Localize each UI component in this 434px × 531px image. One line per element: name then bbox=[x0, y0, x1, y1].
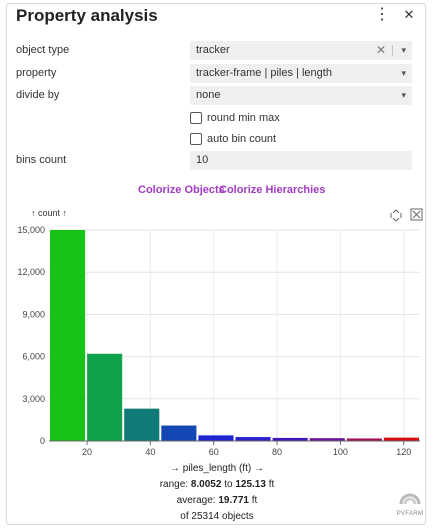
round-min-max-checkbox[interactable]: round min max bbox=[190, 111, 280, 125]
range-min: 8.0052 bbox=[190, 479, 222, 490]
divide-by-label: divide by bbox=[16, 89, 60, 101]
x-tick-label: 60 bbox=[209, 447, 219, 457]
y-tick-label: 15,000 bbox=[17, 225, 45, 235]
separator bbox=[392, 45, 393, 56]
checkbox-box[interactable] bbox=[190, 112, 202, 125]
range-summary: range: 8.0052 to 125.13 ft bbox=[0, 479, 434, 490]
colorize-hierarchies-link[interactable]: Colorize Hierarchies bbox=[219, 184, 326, 196]
histogram-bar[interactable] bbox=[346, 438, 382, 441]
fullscreen-icon[interactable] bbox=[410, 208, 423, 221]
y-axis-label: ↑ count ↑ bbox=[31, 208, 67, 218]
range-unit: ft bbox=[268, 479, 275, 490]
histogram-bar[interactable] bbox=[198, 435, 234, 441]
count-summary: of 25314 objects bbox=[180, 511, 254, 522]
average-value: 19.771 bbox=[218, 495, 249, 506]
x-tick-label: 80 bbox=[272, 447, 282, 457]
histogram-bar[interactable] bbox=[235, 437, 271, 441]
range-max: 125.13 bbox=[235, 479, 266, 490]
histogram-bar[interactable] bbox=[50, 230, 86, 441]
chevron-down-icon[interactable]: ▾ bbox=[401, 68, 406, 78]
chevron-down-icon[interactable]: ▾ bbox=[401, 45, 406, 55]
range-prefix: range: bbox=[159, 479, 189, 490]
y-tick-label: 0 bbox=[40, 436, 45, 446]
property-value: tracker-frame | piles | length bbox=[196, 67, 332, 79]
round-min-max-label: round min max bbox=[207, 112, 280, 124]
average-summary: average: 19.771 ft bbox=[0, 495, 434, 506]
histogram-bar[interactable] bbox=[124, 408, 160, 441]
divide-by-select[interactable]: none ▾ bbox=[190, 86, 412, 105]
x-tick-label: 120 bbox=[396, 447, 411, 457]
expand-icon[interactable] bbox=[390, 209, 402, 222]
bins-count-input[interactable]: 10 bbox=[190, 151, 412, 170]
y-tick-label: 3,000 bbox=[22, 394, 45, 404]
histogram-bar[interactable] bbox=[272, 437, 308, 441]
histogram-bar[interactable] bbox=[309, 438, 345, 441]
pvfarm-logo-mark bbox=[399, 493, 421, 505]
clear-icon[interactable]: ✕ bbox=[375, 43, 386, 57]
property-label: property bbox=[16, 67, 57, 79]
x-tick-label: 100 bbox=[333, 447, 348, 457]
auto-bin-count-checkbox[interactable]: auto bin count bbox=[190, 132, 276, 146]
range-to: to bbox=[224, 479, 233, 490]
x-tick-label: 40 bbox=[145, 447, 155, 457]
close-icon[interactable]: ✕ bbox=[403, 7, 415, 22]
object-type-select[interactable]: tracker ✕ ▾ bbox=[190, 41, 412, 60]
panel-title: Property analysis bbox=[16, 6, 158, 25]
histogram-bar[interactable] bbox=[87, 353, 123, 441]
pvfarm-logo: PVFARM bbox=[396, 488, 424, 524]
chevron-down-icon[interactable]: ▾ bbox=[401, 90, 406, 100]
pvfarm-logo-text: PVFARM bbox=[396, 511, 424, 517]
colorize-objects-link[interactable]: Colorize Objects bbox=[138, 184, 225, 196]
divide-by-value: none bbox=[196, 89, 221, 101]
property-select[interactable]: tracker-frame | piles | length ▾ bbox=[190, 64, 412, 83]
object-type-label: object type bbox=[16, 44, 70, 56]
histogram-bar[interactable] bbox=[383, 437, 419, 441]
average-prefix: average: bbox=[176, 495, 216, 506]
checkbox-box[interactable] bbox=[190, 133, 202, 146]
kebab-menu-icon[interactable]: ⋮ bbox=[374, 6, 390, 23]
histogram-bar[interactable] bbox=[161, 425, 197, 441]
x-tick-label: 20 bbox=[82, 447, 92, 457]
x-axis-label: → piles_length (ft) → bbox=[170, 463, 264, 474]
average-unit: ft bbox=[251, 495, 258, 506]
y-tick-label: 9,000 bbox=[22, 309, 45, 319]
bins-count-label: bins count bbox=[16, 154, 67, 166]
object-type-value: tracker bbox=[196, 44, 230, 56]
y-tick-label: 12,000 bbox=[17, 267, 45, 277]
auto-bin-count-label: auto bin count bbox=[207, 133, 277, 145]
y-tick-label: 6,000 bbox=[22, 352, 45, 362]
